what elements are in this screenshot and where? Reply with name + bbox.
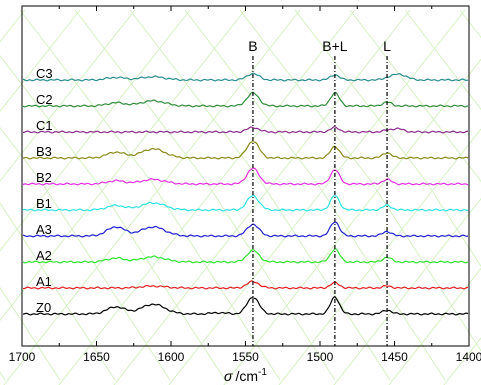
- series-line-a2: [22, 248, 469, 264]
- watermark-mark: [0, 9, 81, 113]
- watermark-mark: [333, 197, 481, 385]
- series-line-a1: [22, 280, 469, 290]
- series-label-b3: B3: [36, 144, 52, 159]
- watermark-mark: [19, 9, 281, 381]
- marker-lines: B B+L L: [248, 38, 391, 346]
- series-lines: [22, 72, 469, 316]
- series-label-a2: A2: [36, 248, 52, 263]
- marker-label-l: L: [383, 38, 391, 54]
- series-line-b1: [22, 194, 469, 212]
- x-tick-label: 1550: [232, 350, 259, 364]
- watermark-mark: [0, 9, 136, 182]
- watermark-mark: [0, 286, 61, 381]
- watermark-mark: [0, 371, 6, 381]
- series-line-z0: [22, 296, 469, 316]
- watermark-mark: [223, 58, 481, 385]
- x-tick-label: 1450: [381, 350, 408, 364]
- watermark-mark: [388, 267, 481, 385]
- x-tick-label: 1700: [9, 350, 36, 364]
- watermark-mark: [58, 9, 356, 385]
- series-label-b2: B2: [36, 170, 52, 185]
- watermark-mark: [443, 337, 481, 385]
- series-label-a3: A3: [36, 222, 52, 237]
- series-line-b2: [22, 167, 469, 186]
- watermark-mark: [0, 54, 226, 381]
- watermark-background: [0, 9, 481, 385]
- watermark-mark: [0, 9, 191, 252]
- watermark-mark: [294, 9, 481, 268]
- watermark-mark: [404, 9, 481, 111]
- watermark-mark: [459, 9, 481, 39]
- series-labels: C3 C2 C1 B3 B2 B1 A3 A2 A1 Z0: [36, 66, 53, 315]
- series-label-c3: C3: [36, 66, 53, 81]
- watermark-mark: [0, 9, 246, 322]
- x-axis-title: σ/cm-1: [224, 367, 267, 384]
- x-tick-label: 1400: [456, 350, 481, 364]
- watermark-mark: [74, 9, 336, 381]
- series-line-b3: [22, 141, 469, 160]
- watermark-mark: [0, 126, 171, 381]
- watermark-mark: [168, 9, 466, 385]
- series-label-c1: C1: [36, 118, 53, 133]
- watermark-mark: [129, 9, 391, 381]
- watermark-mark: [3, 9, 301, 385]
- x-tick-label: 1600: [158, 350, 185, 364]
- watermark-mark: [239, 9, 481, 352]
- x-axis-ticks: 1700 1650 1600 1550 1500 1450 1400: [9, 6, 481, 364]
- watermark-mark: [0, 202, 116, 381]
- watermark-mark: [184, 9, 446, 381]
- marker-label-b-plus-l: B+L: [322, 38, 348, 54]
- series-line-c1: [22, 126, 469, 134]
- x-tick-label: 1650: [83, 350, 110, 364]
- x-tick-label: 1500: [307, 350, 334, 364]
- watermark-mark: [0, 9, 26, 43]
- series-line-a3: [22, 221, 469, 238]
- series-label-b1: B1: [36, 196, 52, 211]
- series-label-a1: A1: [36, 274, 52, 289]
- series-line-c2: [22, 91, 469, 108]
- marker-label-b: B: [248, 38, 257, 54]
- series-label-c2: C2: [36, 92, 53, 107]
- watermark-mark: [349, 9, 481, 183]
- series-label-z0: Z0: [36, 300, 51, 315]
- watermark-mark: [113, 9, 411, 385]
- plot-frame: [21, 5, 470, 347]
- series-line-c3: [22, 72, 469, 82]
- watermark-mark: [278, 128, 481, 385]
